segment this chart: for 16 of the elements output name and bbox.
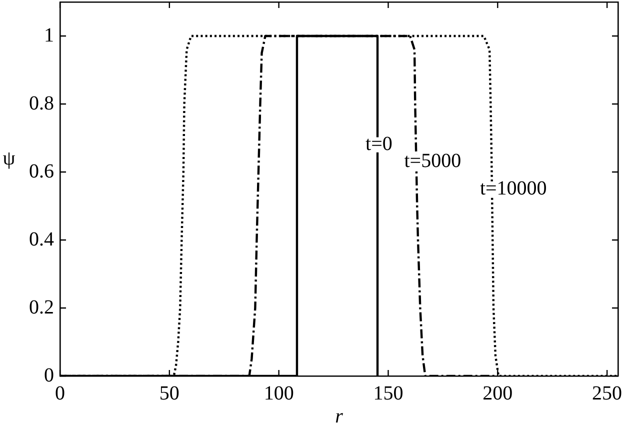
x-tick-label: 100 xyxy=(264,382,294,404)
annotation: t=0 xyxy=(366,133,392,156)
y-tick-label: 1 xyxy=(44,24,54,46)
x-tick-label: 150 xyxy=(373,382,404,404)
x-tick-label: 200 xyxy=(482,382,513,404)
y-axis-title: ψ xyxy=(2,147,16,170)
x-tick-label: 50 xyxy=(159,382,180,404)
y-tick-label: 0.4 xyxy=(29,228,54,250)
y-tick-label: 0 xyxy=(44,364,54,386)
annotation: t=5000 xyxy=(404,150,462,172)
annotation: t=10000 xyxy=(480,177,547,200)
x-tick-label: 250 xyxy=(592,382,622,404)
y-tick-label: 0.8 xyxy=(29,92,54,114)
y-tick-label: 0.6 xyxy=(29,160,54,182)
y-tick-label: 0.2 xyxy=(29,296,54,318)
x-axis-title: r xyxy=(335,405,344,428)
